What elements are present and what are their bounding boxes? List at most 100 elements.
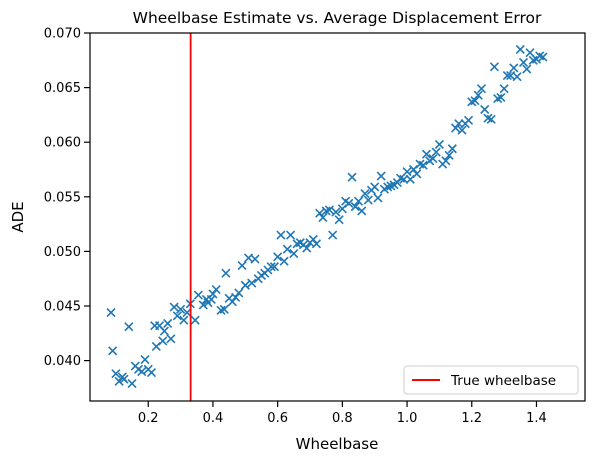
data-point	[399, 174, 409, 184]
data-point	[421, 149, 432, 159]
data-point	[315, 208, 325, 218]
x-tick-label: 1.0	[397, 411, 418, 426]
data-point	[169, 302, 179, 312]
data-point	[176, 304, 186, 314]
data-point	[480, 104, 490, 115]
x-tick-label: 1.2	[461, 411, 482, 426]
data-point	[334, 215, 344, 225]
axis-ticks: 0.2 0.4 0.6 0.8 1.0 1.2 1.4 0.040 0.045 0.050 0.05…	[44, 27, 547, 427]
data-point	[114, 376, 124, 386]
data-point	[363, 195, 373, 205]
y-tick-label: 0.055	[44, 190, 81, 205]
data-point	[370, 182, 380, 192]
data-point	[418, 160, 428, 170]
data-point	[402, 167, 412, 177]
data-point	[434, 139, 444, 149]
data-point	[324, 205, 334, 215]
data-point	[486, 114, 496, 124]
data-point	[190, 315, 200, 325]
data-point	[137, 366, 147, 377]
data-point	[311, 239, 322, 249]
data-point	[124, 322, 134, 332]
data-point	[470, 96, 480, 106]
data-point	[273, 252, 283, 262]
data-point	[237, 261, 247, 271]
data-point	[282, 244, 292, 254]
data-point	[353, 196, 364, 206]
data-point	[512, 72, 522, 82]
data-point	[240, 280, 250, 290]
data-point	[221, 268, 231, 278]
data-point	[347, 172, 357, 182]
data-point	[392, 178, 402, 188]
x-tick-label: 0.6	[267, 411, 288, 426]
x-tick-label: 0.8	[332, 411, 353, 426]
data-point	[447, 144, 457, 154]
data-point	[496, 92, 506, 102]
data-point	[373, 193, 383, 203]
data-point	[172, 311, 182, 321]
data-point	[289, 249, 299, 259]
y-tick-label: 0.040	[44, 354, 81, 369]
data-point	[106, 307, 116, 318]
data-point	[146, 368, 157, 378]
data-point	[473, 90, 483, 100]
legend-label: True wheelbase	[450, 373, 556, 389]
y-tick-label: 0.060	[44, 136, 81, 151]
data-point	[127, 378, 137, 389]
y-tick-label: 0.070	[44, 27, 81, 42]
data-point	[211, 285, 221, 295]
data-point	[163, 318, 173, 329]
y-tick-label: 0.045	[44, 299, 81, 314]
legend-box	[403, 365, 579, 395]
data-point	[538, 52, 548, 62]
data-point	[360, 188, 370, 199]
data-point	[193, 290, 203, 300]
data-point	[515, 44, 525, 54]
data-markers	[106, 44, 548, 389]
data-point	[250, 254, 260, 264]
data-point	[166, 334, 176, 344]
data-point	[431, 147, 441, 157]
data-point	[350, 202, 360, 212]
data-point	[308, 234, 318, 244]
data-point	[266, 262, 276, 272]
data-point	[158, 336, 168, 346]
data-point	[227, 297, 237, 307]
data-point	[451, 123, 461, 133]
data-point	[276, 230, 286, 240]
data-point	[159, 326, 169, 336]
x-tick-label: 0.2	[138, 411, 159, 426]
data-point	[357, 206, 367, 216]
data-point	[234, 288, 244, 298]
data-point	[206, 294, 216, 305]
data-point	[457, 125, 467, 135]
data-point	[376, 171, 386, 181]
data-point	[444, 150, 454, 160]
data-point	[279, 256, 289, 266]
x-tick-label: 0.4	[203, 411, 224, 426]
data-point	[522, 64, 532, 74]
data-point	[428, 154, 438, 164]
data-point	[247, 278, 257, 288]
data-point	[441, 156, 451, 166]
data-point	[318, 212, 328, 223]
data-point	[499, 84, 509, 94]
x-axis-label: Wheelbase	[296, 435, 379, 453]
data-point	[208, 289, 218, 299]
data-point	[463, 115, 474, 125]
data-point	[219, 304, 229, 314]
data-point	[502, 71, 512, 81]
data-point	[269, 262, 279, 272]
data-point	[454, 119, 464, 129]
data-point	[331, 207, 341, 217]
data-point	[328, 230, 338, 240]
data-point	[476, 84, 487, 94]
data-point	[412, 169, 422, 179]
y-axis-label: ADE	[9, 201, 27, 232]
data-point	[286, 230, 296, 240]
legend: True wheelbase	[403, 365, 579, 395]
data-point	[344, 198, 354, 208]
data-point	[509, 63, 519, 73]
